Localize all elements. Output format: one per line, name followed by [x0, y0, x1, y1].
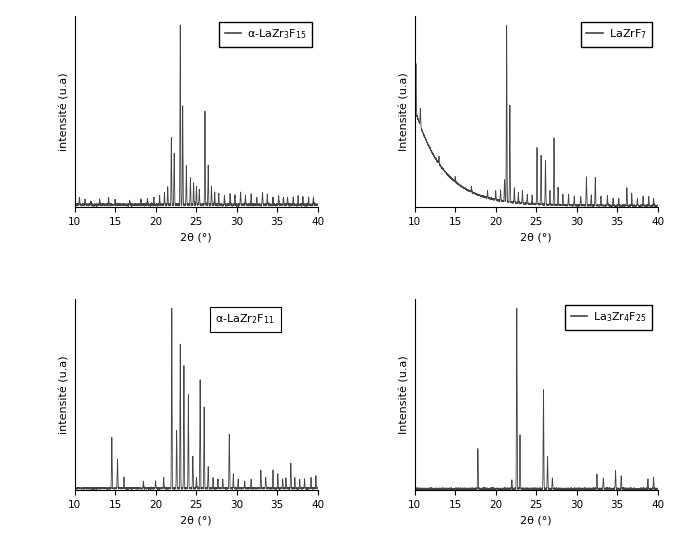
Y-axis label: intensité (u.a): intensité (u.a)	[59, 356, 69, 434]
Y-axis label: Intensité (u.a): Intensité (u.a)	[399, 72, 409, 151]
Legend: LaZrF$_7$: LaZrF$_7$	[581, 22, 652, 47]
X-axis label: 2θ (°): 2θ (°)	[180, 516, 212, 526]
Legend: La$_3$Zr$_4$F$_{25}$: La$_3$Zr$_4$F$_{25}$	[565, 305, 652, 330]
X-axis label: 2θ (°): 2θ (°)	[521, 233, 552, 243]
Y-axis label: intensité (u.a): intensité (u.a)	[59, 72, 69, 151]
Legend: α-LaZr$_3$F$_{15}$: α-LaZr$_3$F$_{15}$	[219, 22, 312, 47]
Text: α-LaZr$_2$F$_{11}$: α-LaZr$_2$F$_{11}$	[216, 313, 275, 327]
Y-axis label: Intensité (u.a): Intensité (u.a)	[399, 356, 409, 434]
X-axis label: 2θ (°): 2θ (°)	[521, 516, 552, 526]
X-axis label: 2θ (°): 2θ (°)	[180, 233, 212, 243]
